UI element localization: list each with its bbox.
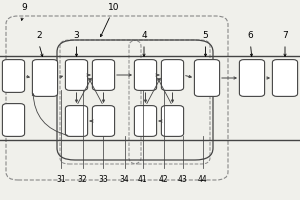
FancyBboxPatch shape [134, 60, 157, 90]
FancyBboxPatch shape [239, 60, 265, 96]
FancyBboxPatch shape [194, 60, 220, 96]
FancyBboxPatch shape [161, 106, 184, 136]
FancyBboxPatch shape [65, 106, 88, 136]
Text: 4: 4 [141, 31, 147, 40]
Text: 5: 5 [202, 31, 208, 40]
FancyBboxPatch shape [65, 60, 88, 90]
Text: 2: 2 [36, 31, 42, 40]
Text: 6: 6 [248, 31, 254, 40]
FancyBboxPatch shape [272, 60, 298, 96]
FancyBboxPatch shape [161, 60, 184, 90]
Text: 41: 41 [138, 176, 147, 184]
FancyBboxPatch shape [92, 106, 115, 136]
Text: 9: 9 [21, 3, 27, 20]
Text: 42: 42 [159, 176, 168, 184]
Text: 31: 31 [57, 176, 66, 184]
Text: 44: 44 [198, 176, 207, 184]
Text: 34: 34 [120, 176, 129, 184]
FancyBboxPatch shape [32, 60, 58, 96]
FancyBboxPatch shape [2, 60, 25, 92]
Text: 32: 32 [78, 176, 87, 184]
Text: 10: 10 [100, 3, 120, 37]
FancyBboxPatch shape [134, 106, 157, 136]
Text: 33: 33 [99, 176, 108, 184]
FancyBboxPatch shape [2, 104, 25, 136]
Text: 7: 7 [282, 31, 288, 40]
Text: 3: 3 [74, 31, 80, 40]
Text: 43: 43 [178, 176, 188, 184]
FancyBboxPatch shape [92, 60, 115, 90]
